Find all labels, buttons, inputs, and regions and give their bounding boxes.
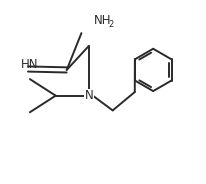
Text: N: N [84, 89, 93, 102]
Text: 2: 2 [108, 20, 113, 29]
Text: NH: NH [94, 14, 111, 27]
Text: HN: HN [21, 58, 38, 71]
